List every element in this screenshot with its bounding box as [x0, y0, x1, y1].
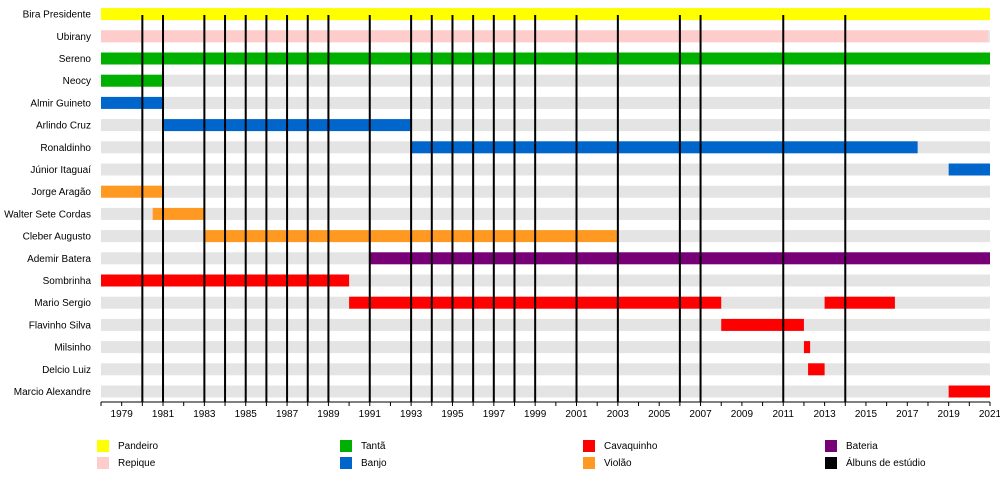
- legend-swatch: [97, 457, 109, 469]
- membership-bar: [411, 141, 918, 154]
- legend-label: Tantã: [361, 440, 386, 452]
- x-tick-label: 2007: [689, 409, 712, 420]
- member-names: Bira Presidente Ubirany Sereno Neocy Almir G…: [4, 10, 91, 398]
- legend-label: Álbuns de estúdio: [846, 457, 926, 469]
- legend-swatch: [97, 440, 109, 452]
- member-name: Mario Sergio: [34, 298, 91, 309]
- x-tick-label: 2017: [896, 409, 919, 420]
- legend-swatch: [340, 457, 352, 469]
- x-tick-label: 1999: [524, 409, 547, 420]
- member-name: Ademir Batera: [27, 254, 91, 265]
- row-background: [101, 96, 990, 109]
- member-name: Cleber Augusto: [23, 232, 92, 243]
- legend-swatch: [825, 457, 837, 469]
- legend-item: Pandeiro: [97, 439, 158, 453]
- x-tick-label: 1995: [441, 409, 464, 420]
- album-lines: [141, 15, 847, 402]
- membership-bar: [101, 52, 990, 65]
- legend-swatch: [825, 440, 837, 452]
- member-name: Flavinho Silva: [29, 320, 92, 331]
- legend-swatch: [583, 440, 595, 452]
- legend-label: Pandeiro: [118, 440, 159, 452]
- legend-item: Tantã: [340, 439, 385, 453]
- band-timeline-chart: 1979 1981 1983 1985 1987 1989 1991 1993 1995 1997…: [4, 8, 1000, 420]
- x-tick-label: 2003: [607, 409, 630, 420]
- member-name: Walter Sete Cordas: [4, 209, 91, 220]
- member-name: Delcio Luiz: [42, 365, 91, 376]
- x-tick-label: 1991: [359, 409, 382, 420]
- membership-bar: [101, 74, 164, 87]
- x-tick-label: 1985: [235, 409, 258, 420]
- x-tick-label: 1979: [111, 409, 134, 420]
- legend-item: Cavaquinho: [583, 439, 657, 453]
- member-name: Almir Guineto: [30, 98, 91, 109]
- membership-bar: [824, 296, 895, 309]
- membership-bar: [101, 185, 164, 198]
- member-name: Ubirany: [57, 32, 91, 43]
- row-background: [101, 74, 990, 87]
- membership-bar: [948, 385, 990, 398]
- membership-bars: [101, 8, 990, 398]
- member-name: Milsinho: [54, 343, 91, 354]
- x-tick-label: 1981: [152, 409, 175, 420]
- membership-bar: [152, 207, 205, 220]
- membership-bar: [101, 96, 164, 109]
- legend-label: Repique: [118, 457, 156, 469]
- legend-swatch: [583, 457, 595, 469]
- membership-bar: [101, 8, 990, 21]
- row-background: [101, 341, 990, 354]
- x-tick-label: 2015: [855, 409, 878, 420]
- legend-label: Cavaquinho: [604, 440, 658, 452]
- member-name: Jorge Aragão: [32, 187, 92, 198]
- member-name: Sereno: [59, 54, 92, 65]
- x-tick-label: 1983: [193, 409, 216, 420]
- row-background: [101, 385, 990, 398]
- x-tick-label: 1987: [276, 409, 299, 420]
- membership-bar: [721, 318, 804, 331]
- row-background: [101, 185, 990, 198]
- x-tick-label: 2005: [648, 409, 671, 420]
- row-background: [101, 207, 990, 220]
- membership-bar: [948, 163, 990, 176]
- legend-item: Violão: [583, 456, 632, 470]
- legend-label: Violão: [604, 457, 632, 469]
- membership-bar: [803, 341, 811, 354]
- legend-label: Banjo: [361, 457, 387, 469]
- legend-item: Álbuns de estúdio: [825, 456, 926, 470]
- member-name: Júnior Itaguaí: [30, 165, 91, 176]
- row-background: [101, 318, 990, 331]
- x-axis: 1979 1981 1983 1985 1987 1989 1991 1993 1995 1997…: [100, 401, 1000, 420]
- x-tick-label: 2019: [938, 409, 961, 420]
- legend-item: Bateria: [825, 439, 878, 453]
- x-tick-label: 2013: [813, 409, 836, 420]
- member-name: Bira Presidente: [23, 10, 92, 21]
- member-name: Marcio Alexandre: [14, 387, 92, 398]
- legend-item: Repique: [97, 456, 155, 470]
- x-tick-label: 2001: [565, 409, 588, 420]
- member-name: Sombrinha: [43, 276, 92, 287]
- x-tick-label: 2009: [731, 409, 754, 420]
- row-background: [101, 163, 990, 176]
- x-tick-label: 1993: [400, 409, 423, 420]
- member-name: Ronaldinho: [40, 143, 91, 154]
- member-name: Arlindo Cruz: [36, 121, 91, 132]
- member-name: Neocy: [63, 76, 91, 87]
- x-tick-label: 2021: [979, 409, 1000, 420]
- legend: Pandeiro Repique Tantã Banjo Cavaquinho Violã…: [0, 432, 1000, 482]
- x-tick-label: 1997: [483, 409, 506, 420]
- row-background: [101, 363, 990, 376]
- membership-bar: [808, 363, 825, 376]
- membership-bar: [101, 30, 988, 43]
- row-backgrounds: [101, 8, 990, 398]
- x-tick-label: 1989: [317, 409, 340, 420]
- x-tick-label: 2011: [772, 409, 794, 420]
- legend-label: Bateria: [846, 440, 878, 452]
- legend-item: Banjo: [340, 456, 387, 470]
- legend-swatch: [340, 440, 352, 452]
